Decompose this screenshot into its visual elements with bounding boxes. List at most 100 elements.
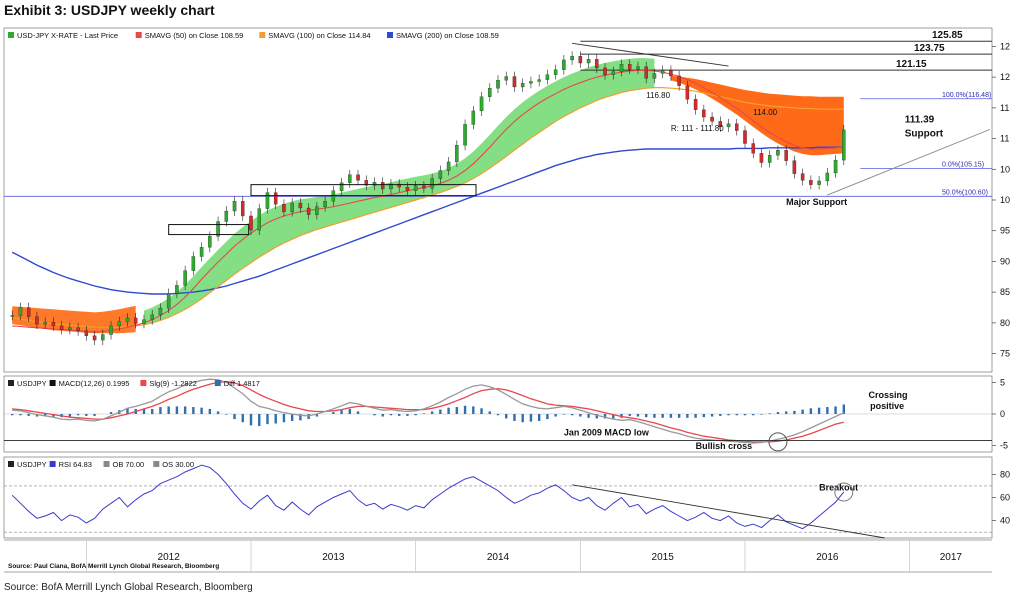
candle-body: [339, 182, 344, 191]
candle-body: [578, 56, 583, 64]
rsi-legend-swatch: [153, 461, 160, 467]
macd-diff-bar: [142, 408, 146, 414]
candle-body: [68, 327, 72, 330]
macd-diff-bar: [126, 408, 129, 414]
candle-body: [751, 143, 755, 154]
macd-diff-bar: [603, 414, 607, 419]
x-tick-label: 2015: [652, 552, 675, 563]
candle-body: [290, 202, 294, 212]
macd-diff-bar: [513, 414, 516, 421]
rsi-legend-swatch: [8, 461, 14, 467]
candle-body: [208, 236, 212, 248]
macd-diff-bar: [595, 414, 598, 419]
rsi-panel-frame: [3, 456, 993, 539]
rsi-line: [11, 464, 845, 530]
macd-diff-bar: [743, 414, 747, 416]
candle-body: [660, 70, 665, 74]
price-y-tick-label: 80: [1000, 318, 1010, 328]
macd-line: [12, 378, 845, 444]
candle-body: [693, 99, 698, 110]
macd-diff-bar: [472, 406, 475, 414]
rsi-footnote: Source: Paul Ciana, BofA Merrill Lynch G…: [8, 563, 219, 570]
candle-body: [158, 307, 163, 316]
macd-diff-bar: [332, 412, 335, 414]
macd-diff-bar: [151, 408, 154, 414]
candle-body: [595, 59, 599, 69]
macd-diff-bar: [776, 412, 780, 414]
rsi-y-tick-label: 40: [1000, 516, 1010, 526]
macd-diff-bar: [760, 414, 763, 415]
price-y-tick-label: 11: [1000, 103, 1009, 113]
candle-body: [496, 80, 500, 89]
macd-diff-bar: [546, 414, 549, 420]
candle-body: [51, 322, 56, 327]
macd-diff-bar: [529, 414, 533, 422]
candle-body: [504, 76, 508, 81]
candle-body: [84, 330, 89, 336]
macd-diff-bar: [183, 406, 187, 414]
candle-body: [562, 59, 566, 70]
candle-body: [669, 70, 673, 77]
fib-label: 100.0%(116.48): [942, 92, 991, 99]
macd-diff-bar: [612, 414, 615, 419]
macd-diff-bar: [768, 413, 771, 414]
range-box: [250, 184, 477, 197]
price-legend-swatch: [387, 32, 393, 38]
macd-diff-bar: [842, 404, 845, 414]
candle-body: [619, 64, 624, 72]
macd-diff-bar: [645, 414, 648, 418]
candle-body: [636, 66, 640, 70]
macd-diff-bar: [817, 407, 821, 414]
candle-body: [767, 155, 772, 163]
macd-y-tick-label: 5: [1000, 377, 1005, 387]
macd-diff-bar: [439, 409, 442, 414]
candle-body: [372, 182, 377, 186]
channel-line: [827, 128, 991, 196]
macd-diff-bar: [702, 414, 706, 418]
macd-histogram: [11, 404, 845, 427]
macd-legend-swatch: [140, 380, 147, 386]
macd-legend-swatch: [8, 380, 14, 386]
macd-diff-bar: [505, 414, 508, 419]
candle-body: [800, 173, 805, 181]
candle-body: [18, 307, 23, 316]
candle-body: [685, 85, 690, 100]
price-legend-label: SMAVG (100) on Close 114.84: [268, 31, 370, 40]
candle-body: [298, 202, 303, 209]
candle-body: [249, 215, 253, 231]
candle-body: [43, 322, 47, 325]
macd-diff-bar: [290, 414, 294, 421]
candle-body: [356, 174, 360, 181]
macd-diff-bar: [19, 414, 22, 416]
candle-body: [718, 121, 723, 128]
candle-body: [224, 210, 229, 222]
macd-diff-bar: [225, 414, 228, 415]
candle-body: [446, 161, 451, 171]
candle-body: [282, 204, 286, 212]
macd-diff-bar: [282, 414, 286, 423]
candle-body: [364, 180, 369, 186]
candle-body: [430, 178, 434, 189]
macd-diff-bar: [356, 411, 360, 414]
annotation-111-39: 111.39: [905, 115, 935, 126]
macd-diff-bar: [27, 414, 30, 416]
macd-diff-bar: [719, 414, 722, 416]
candle-body: [59, 325, 64, 330]
macd-diff-bar: [233, 414, 236, 420]
candle-body: [10, 315, 14, 317]
macd-diff-bar: [455, 407, 459, 414]
candle-body: [92, 335, 97, 341]
candle-body: [109, 325, 113, 335]
macd-diff-bar: [167, 406, 170, 414]
candle-body: [175, 285, 179, 294]
macd-diff-bar: [686, 414, 689, 418]
candle-body: [315, 206, 319, 215]
macd-diff-bar: [834, 406, 837, 414]
candle-body: [183, 270, 187, 286]
macd-diff-bar: [579, 414, 582, 417]
level-label: 123.75: [914, 43, 945, 54]
macd-diff-bar: [241, 414, 244, 423]
annotation-support: Support: [905, 129, 944, 140]
candle-body: [405, 186, 410, 191]
macd-diff-bar: [677, 414, 681, 418]
